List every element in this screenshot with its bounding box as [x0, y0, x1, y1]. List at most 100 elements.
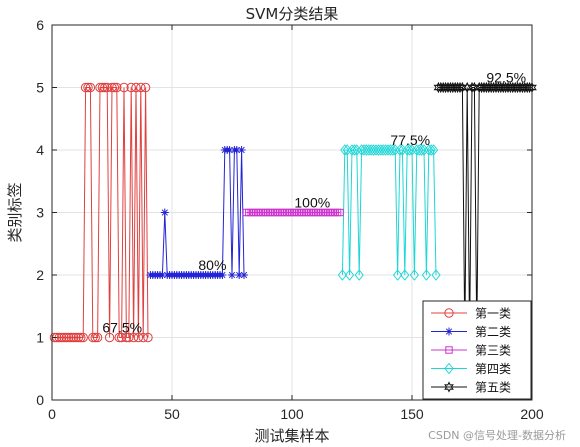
data-point — [107, 82, 117, 93]
accuracy-label: 80% — [198, 257, 226, 273]
data-point — [76, 332, 86, 343]
legend-label: 第一类 — [475, 307, 511, 321]
data-point — [92, 332, 103, 343]
data-point — [83, 82, 93, 93]
series-markers-3 — [242, 208, 344, 217]
legend-label: 第五类 — [475, 381, 511, 395]
data-point — [428, 144, 439, 156]
data-point — [66, 332, 76, 343]
legend-label: 第四类 — [475, 362, 511, 376]
data-point — [344, 269, 355, 281]
x-tick-label: 200 — [520, 406, 544, 422]
data-point — [235, 271, 244, 279]
accuracy-annotations: 67.5% 80% 100% 77.5% 92.5% — [102, 70, 526, 336]
legend-marker — [445, 327, 453, 336]
data-point — [228, 271, 236, 279]
data-point — [218, 271, 227, 279]
chart-title: SVM分类结果 — [246, 5, 339, 23]
data-point — [95, 82, 105, 93]
data-point — [97, 82, 108, 93]
data-point — [128, 332, 139, 343]
data-point — [59, 332, 69, 343]
series-markers-5 — [433, 81, 537, 344]
data-point — [78, 332, 88, 343]
data-point — [388, 144, 398, 156]
data-point — [56, 332, 67, 343]
data-point — [61, 332, 72, 343]
x-axis-label: 测试集样本 — [254, 427, 329, 445]
data-point — [225, 146, 234, 154]
series-line-5 — [438, 87, 532, 338]
legend-item: 第二类 — [431, 325, 511, 339]
data-point — [240, 271, 248, 279]
series-markers-1 — [49, 82, 153, 343]
data-point — [136, 82, 146, 93]
data-point — [109, 82, 120, 93]
legend-label: 第二类 — [475, 325, 511, 339]
data-point — [426, 144, 436, 156]
legend-item: 第四类 — [431, 362, 511, 376]
axis-ticks: 0 50 100 150 200 0 1 2 3 4 5 6 — [36, 17, 544, 422]
data-point — [400, 269, 410, 281]
data-point — [340, 144, 350, 156]
data-point — [80, 82, 91, 93]
legend-marker — [445, 346, 453, 354]
series-markers-4 — [337, 144, 441, 281]
legend-item: 第一类 — [431, 307, 511, 321]
legend-marker — [444, 362, 454, 375]
series-line-1 — [54, 87, 149, 338]
data-point — [126, 82, 136, 93]
legend-label: 第三类 — [475, 344, 511, 358]
y-tick-label: 2 — [36, 267, 44, 283]
data-point — [140, 82, 151, 93]
data-point — [431, 269, 441, 281]
accuracy-label: 67.5% — [102, 320, 142, 336]
legend-item: 第五类 — [431, 381, 511, 395]
y-tick-label: 0 — [36, 392, 44, 408]
accuracy-label: 100% — [294, 195, 330, 211]
watermark-text: CSDN @信号处理-数据分析 — [428, 429, 566, 442]
series-markers-2 — [146, 146, 248, 279]
data-point — [160, 208, 169, 217]
data-point — [237, 146, 246, 154]
data-point — [64, 332, 74, 343]
data-point — [116, 332, 127, 343]
data-point — [131, 82, 141, 93]
data-point — [85, 82, 96, 93]
x-tick-label: 150 — [400, 406, 424, 422]
legend-item: 第三类 — [431, 344, 511, 358]
data-point — [232, 146, 241, 154]
data-point — [354, 269, 364, 281]
data-point — [88, 332, 98, 343]
y-tick-label: 3 — [36, 205, 44, 221]
data-point — [90, 332, 100, 343]
data-point — [409, 269, 420, 281]
data-point — [104, 332, 115, 343]
data-point — [349, 144, 360, 156]
data-point — [337, 269, 348, 281]
data-point — [114, 332, 124, 343]
data-point — [119, 82, 129, 93]
data-point — [133, 332, 144, 343]
legend-marker — [444, 308, 454, 318]
series-markers — [49, 81, 537, 344]
data-point — [102, 82, 112, 93]
legend-marker — [444, 381, 454, 393]
data-point — [112, 82, 122, 93]
data-point — [416, 144, 427, 156]
x-tick-label: 100 — [280, 406, 304, 422]
data-point — [100, 82, 110, 93]
data-point — [336, 208, 344, 217]
data-point — [124, 332, 134, 343]
data-point — [404, 144, 415, 156]
data-point — [158, 271, 167, 279]
accuracy-label: 92.5% — [486, 70, 526, 86]
data-point — [68, 332, 79, 343]
y-tick-label: 6 — [36, 17, 44, 33]
data-point — [395, 144, 405, 156]
data-point — [71, 332, 81, 343]
y-axis-label: 类别标签 — [6, 182, 24, 242]
data-point — [392, 269, 403, 281]
x-tick-label: 50 — [164, 406, 180, 422]
